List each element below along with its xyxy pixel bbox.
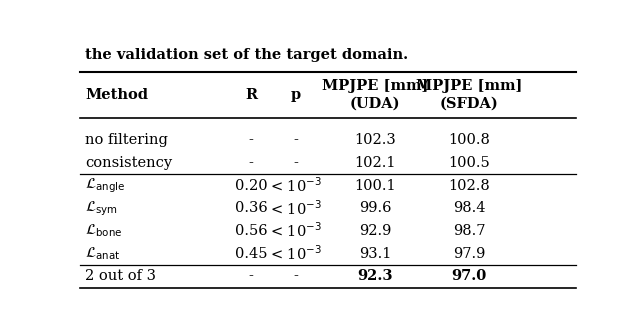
- Text: 97.0: 97.0: [452, 269, 487, 283]
- Text: -: -: [249, 156, 253, 170]
- Text: < 10$^{-3}$: < 10$^{-3}$: [270, 199, 322, 218]
- Text: 0.45: 0.45: [235, 247, 268, 261]
- Text: MPJPE [mm]
(UDA): MPJPE [mm] (UDA): [322, 79, 428, 111]
- Text: 92.3: 92.3: [357, 269, 393, 283]
- Text: -: -: [249, 133, 253, 147]
- Text: 102.3: 102.3: [355, 133, 396, 147]
- Text: no filtering: no filtering: [85, 133, 168, 147]
- Text: 99.6: 99.6: [359, 201, 392, 215]
- Text: $\mathcal{L}_{\mathrm{sym}}$: $\mathcal{L}_{\mathrm{sym}}$: [85, 199, 118, 218]
- Text: $\mathcal{L}_{\mathrm{anat}}$: $\mathcal{L}_{\mathrm{anat}}$: [85, 246, 120, 262]
- Text: -: -: [293, 269, 298, 283]
- Text: consistency: consistency: [85, 156, 172, 170]
- Text: 102.1: 102.1: [355, 156, 396, 170]
- Text: < 10$^{-3}$: < 10$^{-3}$: [270, 222, 322, 241]
- Text: the validation set of the target domain.: the validation set of the target domain.: [85, 48, 408, 62]
- Text: 92.9: 92.9: [359, 224, 391, 238]
- Text: 98.7: 98.7: [453, 224, 486, 238]
- Text: $\mathcal{L}_{\mathrm{angle}}$: $\mathcal{L}_{\mathrm{angle}}$: [85, 177, 125, 195]
- Text: -: -: [249, 269, 253, 283]
- Text: < 10$^{-3}$: < 10$^{-3}$: [270, 245, 322, 263]
- Text: p: p: [291, 88, 301, 102]
- Text: 0.36: 0.36: [235, 201, 268, 215]
- Text: 2 out of 3: 2 out of 3: [85, 269, 156, 283]
- Text: MPJPE [mm]
(SFDA): MPJPE [mm] (SFDA): [416, 79, 522, 111]
- Text: 98.4: 98.4: [453, 201, 486, 215]
- Text: 100.1: 100.1: [355, 179, 396, 193]
- Text: 0.20: 0.20: [235, 179, 268, 193]
- Text: -: -: [293, 133, 298, 147]
- Text: -: -: [293, 156, 298, 170]
- Text: 93.1: 93.1: [359, 247, 391, 261]
- Text: 100.8: 100.8: [449, 133, 490, 147]
- Text: Method: Method: [85, 88, 148, 102]
- Text: $\mathcal{L}_{\mathrm{bone}}$: $\mathcal{L}_{\mathrm{bone}}$: [85, 223, 122, 240]
- Text: 100.5: 100.5: [449, 156, 490, 170]
- Text: R: R: [245, 88, 257, 102]
- Text: < 10$^{-3}$: < 10$^{-3}$: [270, 176, 322, 195]
- Text: 102.8: 102.8: [449, 179, 490, 193]
- Text: 0.56: 0.56: [235, 224, 268, 238]
- Text: 97.9: 97.9: [453, 247, 486, 261]
